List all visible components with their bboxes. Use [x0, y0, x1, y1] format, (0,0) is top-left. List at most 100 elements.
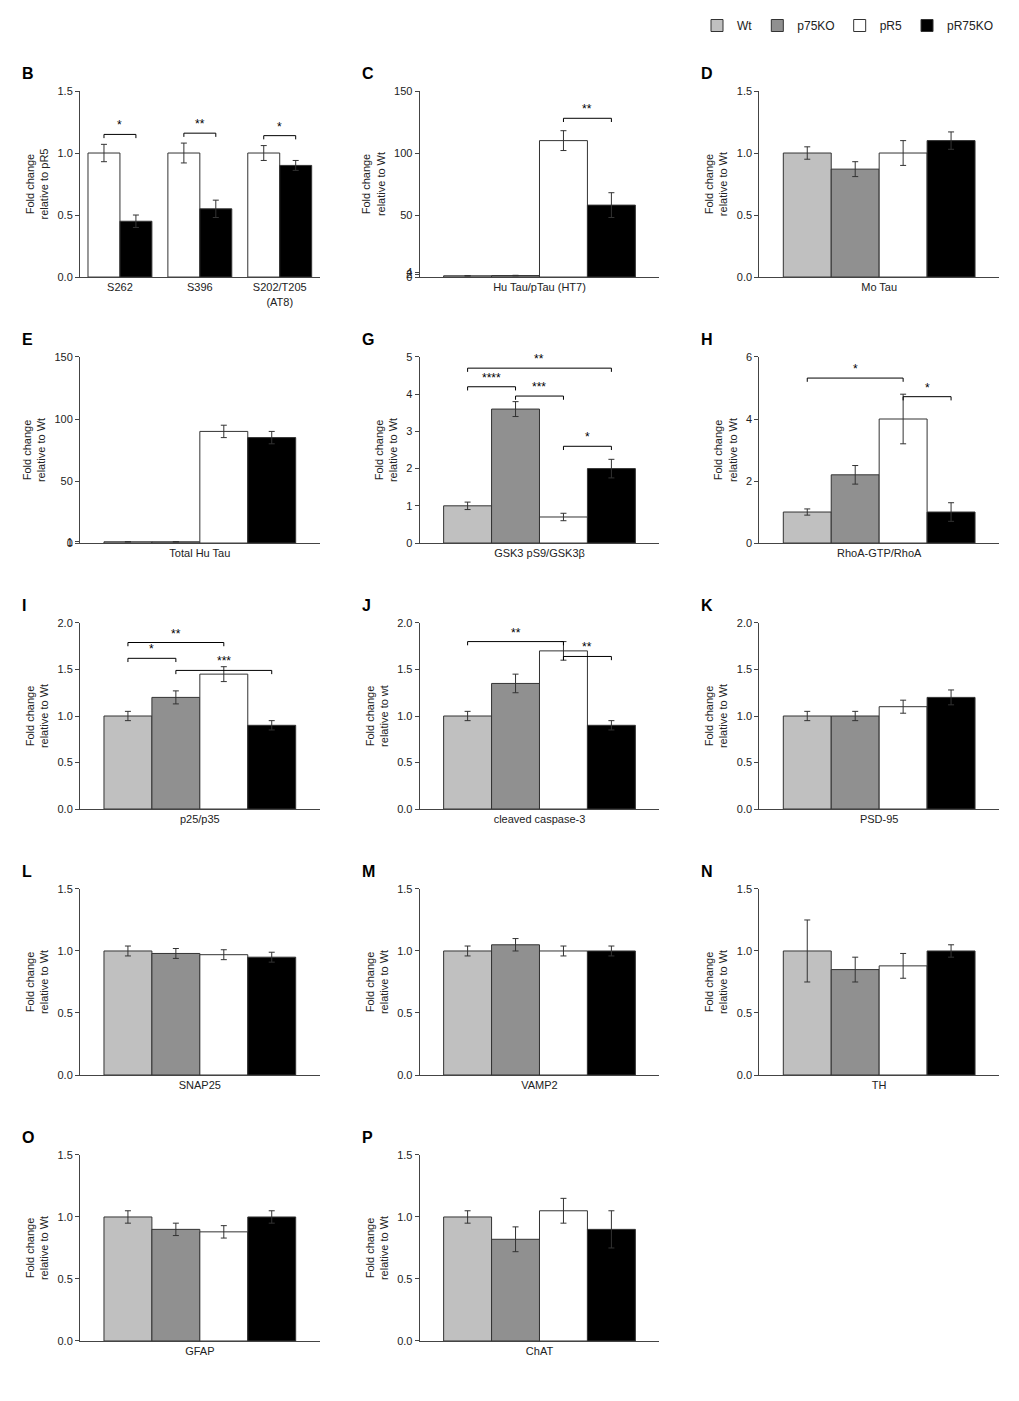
svg-text:2.0: 2.0 [737, 617, 752, 629]
svg-text:*: * [853, 362, 858, 376]
svg-text:****: **** [482, 371, 501, 385]
svg-text:Fold changerelative to Wt: Fold changerelative to Wt [24, 1216, 50, 1280]
svg-text:0.0: 0.0 [58, 271, 73, 283]
svg-text:0.5: 0.5 [737, 1007, 752, 1019]
svg-text:Fold changerelative to Wt: Fold changerelative to Wt [21, 418, 47, 482]
svg-text:N: N [701, 863, 713, 880]
svg-text:H: H [701, 331, 713, 348]
svg-text:2.0: 2.0 [397, 617, 412, 629]
svg-text:0.0: 0.0 [737, 271, 752, 283]
svg-text:4: 4 [406, 266, 412, 278]
svg-text:0.5: 0.5 [58, 1273, 73, 1285]
svg-text:GSK3 pS9/GSK3β: GSK3 pS9/GSK3β [494, 547, 585, 559]
svg-text:2: 2 [406, 268, 412, 280]
svg-text:L: L [22, 863, 32, 880]
svg-text:Mo Tau: Mo Tau [861, 281, 897, 293]
svg-text:*: * [149, 642, 154, 656]
svg-text:0.0: 0.0 [737, 1069, 752, 1081]
svg-text:1.5: 1.5 [737, 663, 752, 675]
svg-text:***: *** [532, 380, 546, 394]
svg-text:ChAT: ChAT [526, 1345, 554, 1357]
svg-text:1.5: 1.5 [737, 883, 752, 895]
svg-text:I: I [22, 597, 26, 614]
svg-text:S202/T205(AT8): S202/T205(AT8) [253, 281, 307, 307]
svg-text:1.0: 1.0 [58, 1211, 73, 1223]
svg-text:pR75KO: pR75KO [947, 19, 993, 33]
svg-text:p25/p35: p25/p35 [180, 813, 220, 825]
svg-text:5: 5 [406, 351, 412, 363]
svg-text:SNAP25: SNAP25 [179, 1079, 221, 1091]
svg-text:1.5: 1.5 [58, 1149, 73, 1161]
svg-text:0.5: 0.5 [397, 756, 412, 768]
svg-text:TH: TH [872, 1079, 887, 1091]
svg-text:0.0: 0.0 [58, 803, 73, 815]
svg-text:pR5: pR5 [880, 19, 902, 33]
svg-text:2.0: 2.0 [58, 617, 73, 629]
svg-text:0.0: 0.0 [58, 1069, 73, 1081]
svg-text:0: 0 [746, 537, 752, 549]
svg-text:Fold changerelative to Wt: Fold changerelative to Wt [373, 418, 399, 482]
svg-text:0.0: 0.0 [737, 803, 752, 815]
svg-text:S396: S396 [187, 281, 213, 293]
svg-text:0.5: 0.5 [397, 1007, 412, 1019]
svg-text:0.0: 0.0 [58, 1335, 73, 1347]
svg-text:E: E [22, 331, 33, 348]
svg-text:0.5: 0.5 [58, 756, 73, 768]
svg-text:150: 150 [54, 351, 72, 363]
svg-text:**: ** [582, 102, 592, 116]
svg-text:PSD-95: PSD-95 [860, 813, 899, 825]
svg-text:B: B [22, 65, 34, 82]
svg-text:1.5: 1.5 [58, 663, 73, 675]
svg-text:1.5: 1.5 [397, 1149, 412, 1161]
svg-text:0.0: 0.0 [397, 803, 412, 815]
svg-text:1.5: 1.5 [58, 883, 73, 895]
svg-text:Wt: Wt [737, 19, 752, 33]
svg-text:S262: S262 [107, 281, 133, 293]
svg-text:Fold changerelative to Wt: Fold changerelative to Wt [703, 950, 729, 1014]
svg-text:1.5: 1.5 [58, 85, 73, 97]
svg-text:P: P [362, 1129, 373, 1146]
svg-text:1.0: 1.0 [737, 945, 752, 957]
svg-text:K: K [701, 597, 713, 614]
svg-text:G: G [362, 331, 374, 348]
svg-text:Fold changerelative to Wt: Fold changerelative to Wt [712, 418, 738, 482]
svg-text:6: 6 [746, 351, 752, 363]
svg-text:Fold changerelative to Wt: Fold changerelative to Wt [360, 152, 386, 216]
svg-text:C: C [362, 65, 374, 82]
svg-text:*: * [277, 120, 282, 134]
svg-text:Fold changerelative to Wt: Fold changerelative to Wt [364, 1216, 390, 1280]
svg-text:*: * [585, 430, 590, 444]
svg-text:Fold changerelative to pR5: Fold changerelative to pR5 [24, 149, 50, 220]
svg-text:Fold changerelative to Wt: Fold changerelative to Wt [364, 950, 390, 1014]
svg-text:0: 0 [406, 537, 412, 549]
svg-text:100: 100 [54, 413, 72, 425]
svg-text:1.0: 1.0 [58, 147, 73, 159]
svg-text:Fold changerelative to Wt: Fold changerelative to Wt [703, 684, 729, 748]
svg-text:0.5: 0.5 [58, 209, 73, 221]
svg-text:cleaved caspase-3: cleaved caspase-3 [494, 813, 586, 825]
svg-text:Fold changerelative to Wt: Fold changerelative to Wt [24, 950, 50, 1014]
svg-text:0.5: 0.5 [58, 1007, 73, 1019]
svg-text:150: 150 [394, 85, 412, 97]
svg-text:Total Hu Tau: Total Hu Tau [169, 547, 230, 559]
svg-text:0.5: 0.5 [397, 1273, 412, 1285]
svg-text:1.0: 1.0 [397, 945, 412, 957]
svg-text:100: 100 [394, 147, 412, 159]
svg-text:*: * [925, 381, 930, 395]
svg-text:1: 1 [67, 536, 73, 548]
svg-text:0.5: 0.5 [737, 756, 752, 768]
svg-text:2: 2 [746, 475, 752, 487]
svg-text:VAMP2: VAMP2 [521, 1079, 557, 1091]
svg-text:***: *** [217, 654, 231, 668]
svg-text:**: ** [195, 117, 205, 131]
svg-text:1.0: 1.0 [58, 710, 73, 722]
svg-text:0.0: 0.0 [397, 1335, 412, 1347]
svg-text:**: ** [534, 352, 544, 366]
svg-text:J: J [362, 597, 371, 614]
svg-text:2: 2 [406, 462, 412, 474]
svg-text:4: 4 [406, 388, 412, 400]
svg-text:1.5: 1.5 [397, 883, 412, 895]
svg-text:50: 50 [61, 475, 73, 487]
svg-text:1.5: 1.5 [737, 85, 752, 97]
svg-text:RhoA-GTP/RhoA: RhoA-GTP/RhoA [837, 547, 922, 559]
